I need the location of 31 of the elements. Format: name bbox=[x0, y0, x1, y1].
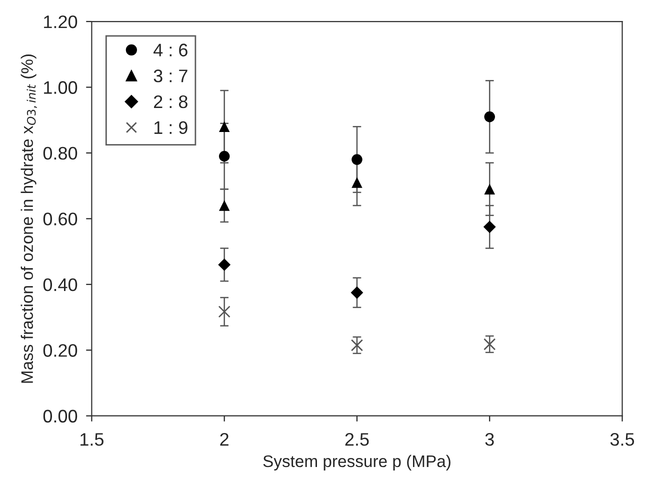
point bbox=[218, 200, 230, 211]
legend-label: 4 : 6 bbox=[154, 44, 188, 56]
y-tick-label: 0.20 bbox=[43, 344, 78, 357]
x-tick-label: 3.5 bbox=[610, 433, 634, 446]
point bbox=[218, 306, 230, 318]
point bbox=[483, 220, 496, 234]
y-tick-label: 1.00 bbox=[44, 81, 78, 94]
y-tick-label: 0.60 bbox=[43, 212, 78, 226]
y-tick-label: 0.80 bbox=[43, 146, 78, 160]
y-tick-label: 0.40 bbox=[43, 278, 78, 292]
x-tick-label: 2 bbox=[220, 433, 228, 446]
x-tick-label: 3 bbox=[485, 433, 494, 446]
x-tick-label: 1.5 bbox=[80, 433, 104, 446]
y-tick-label: 0.00 bbox=[43, 410, 78, 423]
point bbox=[484, 184, 495, 194]
point bbox=[484, 111, 495, 122]
y-tick-label: 1.20 bbox=[44, 15, 78, 28]
x-tick-label: 2.5 bbox=[345, 433, 369, 446]
x-axis-title: System pressure p (MPa) bbox=[263, 454, 450, 470]
point bbox=[350, 339, 364, 352]
point bbox=[218, 150, 230, 162]
legend-label: 3 : 7 bbox=[154, 70, 188, 82]
point bbox=[484, 338, 496, 350]
point bbox=[352, 177, 362, 188]
point bbox=[218, 258, 231, 271]
legend-label: 1 : 9 bbox=[154, 121, 188, 134]
point bbox=[218, 121, 230, 132]
y-axis-title: Mass fraction of ozone in hydrate x$_{O3,init}$ (%) bbox=[20, 54, 37, 383]
legend-label: 2 : 8 bbox=[154, 95, 188, 108]
point bbox=[350, 286, 364, 299]
point bbox=[352, 154, 362, 165]
